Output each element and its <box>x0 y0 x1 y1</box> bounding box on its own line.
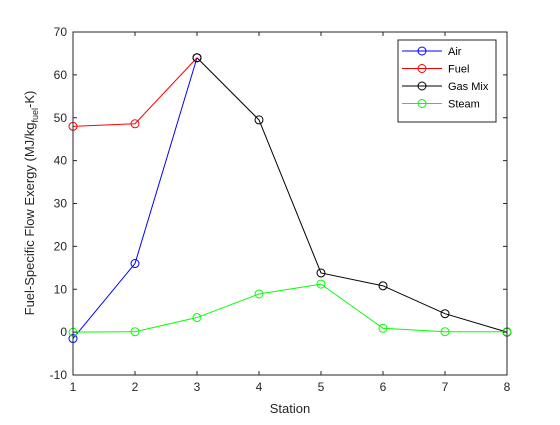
y-tick-label: 10 <box>54 282 68 296</box>
x-axis-label: Station <box>270 401 310 416</box>
y-axis-label-main: Fuel-Specific Flow Exergy (MJ/kg <box>22 122 37 315</box>
y-tick-label: 40 <box>54 154 68 168</box>
x-tick-label: 2 <box>132 380 139 394</box>
legend: Air Fuel Gas Mix Steam <box>398 40 496 122</box>
x-tick-label: 6 <box>380 380 387 394</box>
y-tick-label: -10 <box>50 368 68 382</box>
y-axis-label-end: -K) <box>22 91 37 108</box>
x-tick-label: 7 <box>442 380 449 394</box>
y-tick-label: 60 <box>54 68 68 82</box>
y-tick-label: 30 <box>54 197 68 211</box>
y-tick-label: 0 <box>60 325 67 339</box>
y-tick-label: 70 <box>54 25 68 39</box>
legend-label: Air <box>448 46 462 58</box>
y-axis-label-subscript: fuel <box>30 108 40 123</box>
legend-label: Fuel <box>448 64 469 76</box>
y-axis-label: Fuel-Specific Flow Exergy (MJ/kgfuel-K) <box>22 91 40 316</box>
x-tick-label: 4 <box>256 380 263 394</box>
x-tick-label: 5 <box>318 380 325 394</box>
legend-label: Gas Mix <box>448 81 489 93</box>
y-tick-label: 20 <box>54 239 68 253</box>
x-tick-label: 8 <box>504 380 511 394</box>
x-tick-label: 3 <box>194 380 201 394</box>
y-tick-label: 50 <box>54 111 68 125</box>
legend-label: Steam <box>448 99 480 111</box>
x-tick-label: 1 <box>70 380 77 394</box>
